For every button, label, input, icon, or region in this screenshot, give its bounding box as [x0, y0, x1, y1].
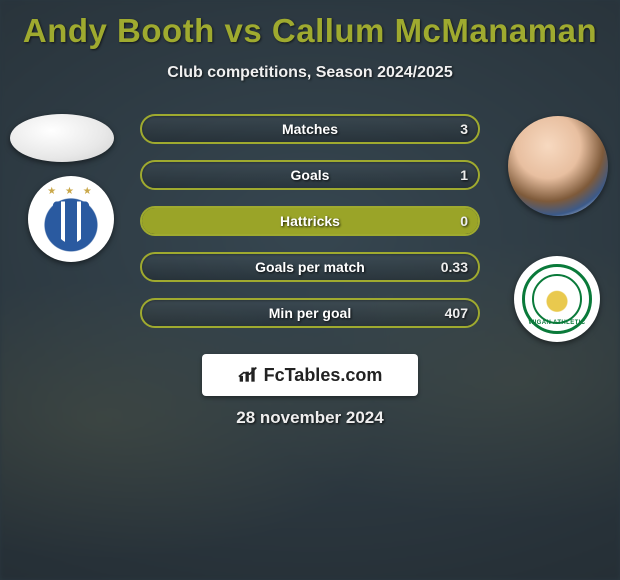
- stat-label: Goals: [142, 162, 478, 188]
- stat-label: Matches: [142, 116, 478, 142]
- stat-rows: Matches3Goals1Hattricks0Goals per match0…: [140, 114, 480, 344]
- stat-row: Hattricks0: [140, 206, 480, 236]
- huddersfield-crest-icon: [34, 182, 108, 256]
- stat-label: Min per goal: [142, 300, 478, 326]
- stat-value-right: 0: [460, 208, 468, 234]
- player-right-avatar: [508, 116, 608, 216]
- stat-row: Matches3: [140, 114, 480, 144]
- subtitle: Club competitions, Season 2024/2025: [0, 64, 620, 82]
- stat-row: Min per goal407: [140, 298, 480, 328]
- stat-label: Hattricks: [142, 208, 478, 234]
- stat-value-right: 1: [460, 162, 468, 188]
- stat-value-right: 407: [445, 300, 468, 326]
- club-right-badge: [514, 256, 600, 342]
- stat-row: Goals1: [140, 160, 480, 190]
- stat-label: Goals per match: [142, 254, 478, 280]
- stats-area: Matches3Goals1Hattricks0Goals per match0…: [0, 114, 620, 354]
- bar-chart-icon: [238, 366, 258, 384]
- stat-value-right: 3: [460, 116, 468, 142]
- page-title: Andy Booth vs Callum McManaman: [0, 0, 620, 50]
- brand-label: FcTables.com: [264, 365, 383, 386]
- wigan-crest-icon: [522, 264, 592, 334]
- brand-badge: FcTables.com: [202, 354, 418, 396]
- stat-value-right: 0.33: [441, 254, 468, 280]
- stat-row: Goals per match0.33: [140, 252, 480, 282]
- club-left-badge: [28, 176, 114, 262]
- date-label: 28 november 2024: [0, 408, 620, 428]
- player-left-avatar: [10, 114, 114, 162]
